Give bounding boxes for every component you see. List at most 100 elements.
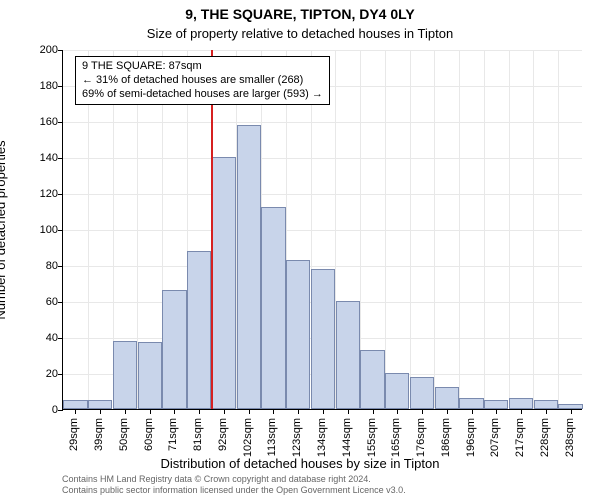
histogram-bar bbox=[237, 125, 261, 409]
ytick-label: 120 bbox=[8, 188, 58, 200]
hgridline bbox=[63, 266, 582, 267]
annotation-line2: ← 31% of detached houses are smaller (26… bbox=[82, 74, 323, 88]
histogram-bar bbox=[113, 341, 137, 409]
xtick-label: 81sqm bbox=[192, 418, 204, 451]
xtick-mark bbox=[174, 409, 175, 414]
xtick-mark bbox=[373, 409, 374, 414]
xtick-label: 71sqm bbox=[167, 418, 179, 451]
xtick-label: 238sqm bbox=[564, 418, 576, 457]
ytick-mark bbox=[58, 86, 63, 87]
histogram-bar bbox=[63, 400, 87, 409]
vgridline bbox=[558, 50, 559, 409]
xtick-label: 29sqm bbox=[68, 418, 80, 451]
xtick-label: 102sqm bbox=[242, 418, 254, 457]
ytick-label: 20 bbox=[8, 368, 58, 380]
histogram-bar bbox=[187, 251, 211, 409]
xtick-label: 155sqm bbox=[366, 418, 378, 457]
xtick-mark bbox=[422, 409, 423, 414]
vgridline bbox=[533, 50, 534, 409]
ytick-label: 60 bbox=[8, 296, 58, 308]
xtick-mark bbox=[125, 409, 126, 414]
ytick-label: 100 bbox=[8, 224, 58, 236]
xtick-mark bbox=[100, 409, 101, 414]
vgridline bbox=[410, 50, 411, 409]
xtick-mark bbox=[397, 409, 398, 414]
histogram-bar bbox=[360, 350, 384, 409]
xtick-mark bbox=[150, 409, 151, 414]
xtick-mark bbox=[546, 409, 547, 414]
ytick-mark bbox=[58, 338, 63, 339]
xtick-label: 176sqm bbox=[415, 418, 427, 457]
histogram-bar bbox=[509, 398, 533, 409]
histogram-bar bbox=[138, 342, 162, 409]
vgridline bbox=[484, 50, 485, 409]
histogram-bar bbox=[88, 400, 112, 409]
histogram-bar bbox=[435, 387, 459, 409]
ytick-label: 200 bbox=[8, 44, 58, 56]
xtick-label: 217sqm bbox=[514, 418, 526, 457]
ytick-label: 80 bbox=[8, 260, 58, 272]
xtick-mark bbox=[496, 409, 497, 414]
ytick-mark bbox=[58, 50, 63, 51]
histogram-bar bbox=[336, 301, 360, 409]
xtick-label: 123sqm bbox=[291, 418, 303, 457]
xtick-label: 92sqm bbox=[217, 418, 229, 451]
xtick-mark bbox=[75, 409, 76, 414]
plot-area: 9 THE SQUARE: 87sqm ← 31% of detached ho… bbox=[62, 50, 582, 410]
histogram-bar bbox=[286, 260, 310, 409]
xtick-label: 207sqm bbox=[489, 418, 501, 457]
xtick-label: 113sqm bbox=[266, 418, 278, 456]
xtick-mark bbox=[472, 409, 473, 414]
footer-line2: Contains public sector information licen… bbox=[62, 485, 406, 496]
xtick-label: 186sqm bbox=[440, 418, 452, 457]
xtick-mark bbox=[521, 409, 522, 414]
xtick-mark bbox=[199, 409, 200, 414]
xtick-label: 144sqm bbox=[341, 418, 353, 457]
ytick-mark bbox=[58, 194, 63, 195]
hgridline bbox=[63, 230, 582, 231]
hgridline bbox=[63, 158, 582, 159]
hgridline bbox=[63, 194, 582, 195]
xtick-mark bbox=[224, 409, 225, 414]
annotation-line3: 69% of semi-detached houses are larger (… bbox=[82, 88, 323, 102]
histogram-bar bbox=[385, 373, 409, 409]
xtick-mark bbox=[298, 409, 299, 414]
vgridline bbox=[434, 50, 435, 409]
ytick-mark bbox=[58, 122, 63, 123]
histogram-bar bbox=[410, 377, 434, 409]
ytick-label: 160 bbox=[8, 116, 58, 128]
chart-subtitle: Size of property relative to detached ho… bbox=[0, 26, 600, 41]
ytick-label: 0 bbox=[8, 404, 58, 416]
footer-line1: Contains HM Land Registry data © Crown c… bbox=[62, 474, 406, 485]
xtick-mark bbox=[273, 409, 274, 414]
chart-container: 9, THE SQUARE, TIPTON, DY4 0LY Size of p… bbox=[0, 0, 600, 500]
histogram-bar bbox=[484, 400, 508, 409]
vgridline bbox=[509, 50, 510, 409]
xtick-label: 196sqm bbox=[465, 418, 477, 457]
ytick-mark bbox=[58, 230, 63, 231]
xtick-label: 134sqm bbox=[316, 418, 328, 457]
y-axis-label: Number of detached properties bbox=[0, 140, 8, 319]
histogram-bar bbox=[212, 157, 236, 409]
ytick-mark bbox=[58, 266, 63, 267]
marker-annotation: 9 THE SQUARE: 87sqm ← 31% of detached ho… bbox=[75, 56, 330, 105]
ytick-mark bbox=[58, 302, 63, 303]
xtick-mark bbox=[323, 409, 324, 414]
hgridline bbox=[63, 122, 582, 123]
chart-title: 9, THE SQUARE, TIPTON, DY4 0LY bbox=[0, 6, 600, 22]
histogram-bar bbox=[311, 269, 335, 409]
xtick-label: 50sqm bbox=[118, 418, 130, 451]
xtick-label: 165sqm bbox=[390, 418, 402, 457]
ytick-mark bbox=[58, 410, 63, 411]
histogram-bar bbox=[459, 398, 483, 409]
xtick-mark bbox=[571, 409, 572, 414]
ytick-mark bbox=[58, 158, 63, 159]
ytick-label: 140 bbox=[8, 152, 58, 164]
ytick-mark bbox=[58, 374, 63, 375]
histogram-bar bbox=[261, 207, 285, 409]
annotation-line1: 9 THE SQUARE: 87sqm bbox=[82, 60, 323, 74]
vgridline bbox=[385, 50, 386, 409]
ytick-label: 40 bbox=[8, 332, 58, 344]
hgridline bbox=[63, 50, 582, 51]
histogram-bar bbox=[162, 290, 186, 409]
